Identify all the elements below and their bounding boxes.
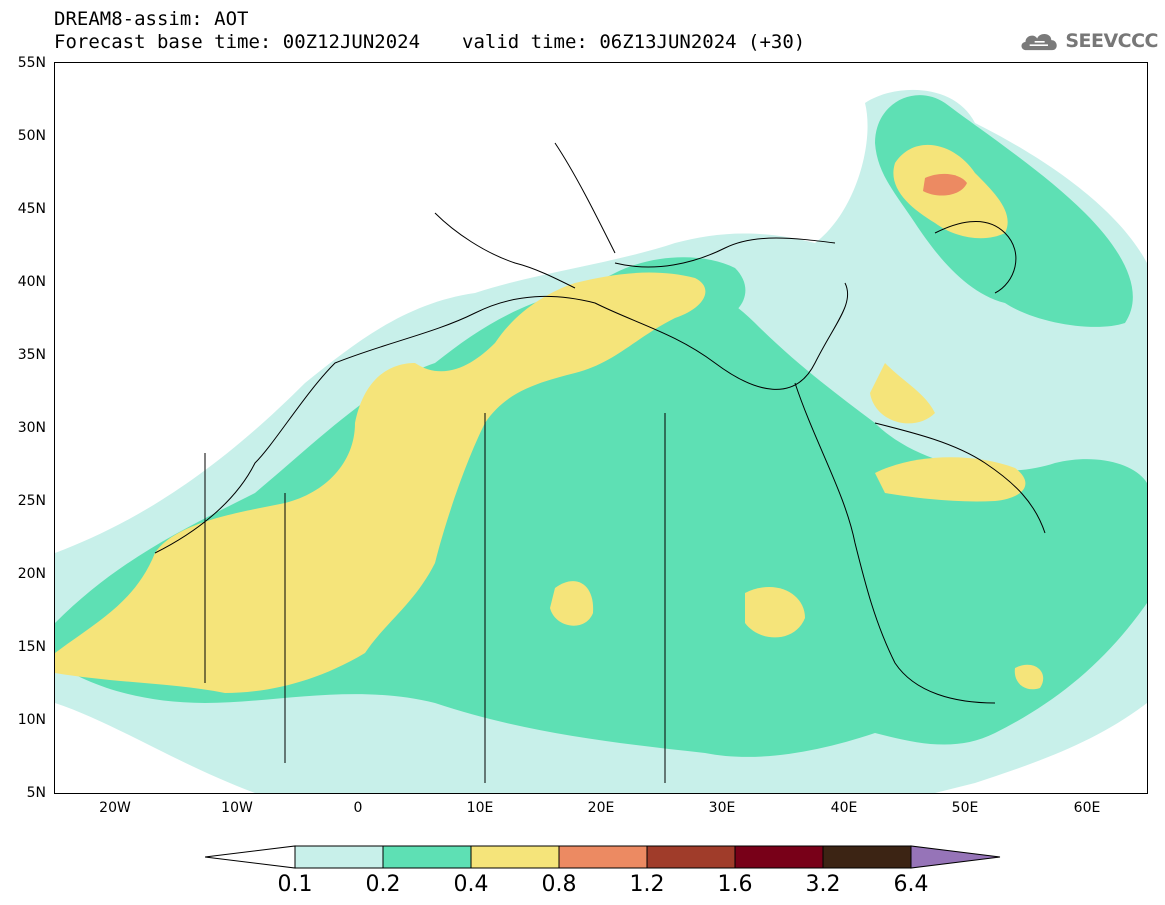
colorbar-segment xyxy=(382,845,472,869)
aot-field-04e xyxy=(745,587,805,638)
lon-tick-label: 60E xyxy=(1073,800,1101,816)
seevccc-logo: SEEVCCC xyxy=(1018,24,1158,58)
lat-tick-label: 35N xyxy=(17,347,46,363)
colorbar-max-arrow xyxy=(910,845,1001,869)
lon-tick-label: 20W xyxy=(99,800,131,816)
colorbar-label: 0.2 xyxy=(365,872,401,897)
colorbar-label: 6.4 xyxy=(893,872,929,897)
lat-tick-label: 50N xyxy=(17,128,46,144)
lat-tick-label: 40N xyxy=(17,274,46,290)
aot-field-04g xyxy=(1014,664,1044,690)
aot-field xyxy=(55,89,1147,793)
lon-tick-label: 20E xyxy=(587,800,615,816)
colorbar-label: 0.8 xyxy=(541,872,577,897)
aot-field-04f xyxy=(550,581,594,626)
lon-tick-label: 10W xyxy=(221,800,253,816)
aot-map xyxy=(54,62,1148,794)
lat-tick-label: 5N xyxy=(26,785,46,801)
logo-text: SEEVCCC xyxy=(1065,30,1158,52)
colorbar-segment xyxy=(470,845,560,869)
colorbar-segment xyxy=(646,845,736,869)
coastlines xyxy=(154,142,1046,783)
aot-field-08 xyxy=(923,173,967,196)
aot-field-04d xyxy=(875,457,1026,502)
colorbar-label: 0.4 xyxy=(453,872,489,897)
lat-tick-label: 10N xyxy=(17,712,46,728)
colorbar-label: 3.2 xyxy=(805,872,841,897)
lat-tick-label: 15N xyxy=(17,639,46,655)
lat-tick-label: 45N xyxy=(17,201,46,217)
lat-tick-label: 30N xyxy=(17,420,46,436)
aot-field-04c xyxy=(870,363,935,424)
map-time-info: Forecast base time: 00Z12JUN2024 valid ti… xyxy=(54,31,805,53)
lon-tick-label: 0 xyxy=(353,800,363,816)
colorbar-segment xyxy=(734,845,824,869)
cloud-logo-icon xyxy=(1021,33,1057,51)
aot-field-04 xyxy=(55,272,706,693)
colorbar-label: 1.6 xyxy=(717,872,753,897)
map-title: DREAM8-assim: AOT xyxy=(54,8,249,30)
lat-tick-label: 55N xyxy=(17,55,46,71)
colorbar-label: 1.2 xyxy=(629,872,665,897)
colorbar-segment xyxy=(822,845,912,869)
lon-tick-label: 40E xyxy=(830,800,858,816)
lat-tick-label: 20N xyxy=(17,566,46,582)
lon-tick-label: 10E xyxy=(466,800,494,816)
lat-tick-label: 25N xyxy=(17,493,46,509)
lon-tick-label: 30E xyxy=(708,800,736,816)
colorbar-segment xyxy=(294,845,384,869)
forecast-base-time: Forecast base time: 00Z12JUN2024 xyxy=(54,31,421,53)
valid-time: valid time: 06Z13JUN2024 (+30) xyxy=(462,31,806,53)
colorbar-segment xyxy=(558,845,648,869)
lon-tick-label: 50E xyxy=(951,800,979,816)
colorbar xyxy=(205,845,1001,869)
colorbar-min-arrow xyxy=(205,845,296,869)
colorbar-label: 0.1 xyxy=(277,872,313,897)
